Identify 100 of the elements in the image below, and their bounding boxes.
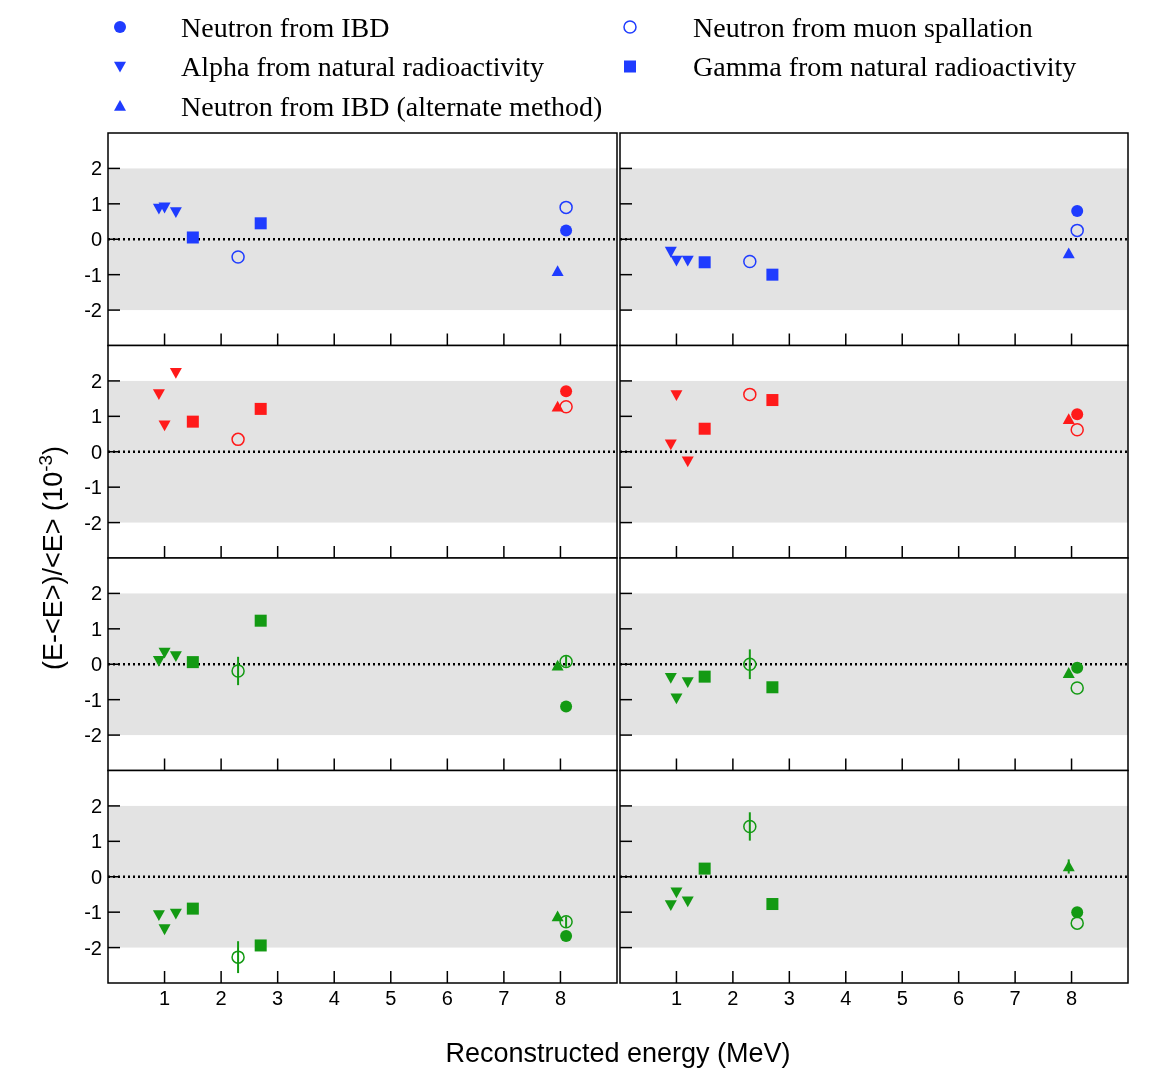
point — [1062, 413, 1075, 424]
y-tick-label: -1 — [84, 688, 102, 711]
point — [560, 385, 573, 398]
point — [1071, 906, 1084, 919]
point — [169, 908, 182, 920]
legend-label: Neutron from muon spallation — [693, 11, 1033, 43]
x-tick-label: 3 — [272, 987, 284, 1009]
point — [231, 250, 245, 264]
point — [670, 887, 683, 899]
point — [664, 439, 677, 451]
point — [681, 896, 694, 908]
x-tick-label: 2 — [215, 987, 227, 1009]
x-axis-title: Reconstructed energy (MeV) — [445, 1038, 791, 1068]
point — [254, 217, 267, 230]
point — [559, 400, 573, 414]
point — [152, 389, 165, 401]
y-tick-label: 1 — [90, 192, 102, 215]
point — [551, 265, 564, 276]
point — [766, 898, 779, 911]
y-tick-label: -1 — [84, 476, 102, 499]
point — [743, 254, 757, 269]
x-tick-label: 6 — [953, 987, 965, 1009]
point — [559, 654, 573, 669]
point — [186, 231, 199, 244]
point — [169, 207, 182, 218]
legend-label: Neutron from IBD (alternate method) — [181, 90, 603, 122]
point — [743, 387, 757, 402]
y-tick-label: 2 — [90, 582, 102, 605]
point — [559, 914, 573, 929]
point — [664, 900, 677, 912]
point — [1062, 667, 1075, 678]
point — [551, 659, 564, 671]
point — [254, 614, 267, 627]
point — [681, 255, 694, 267]
x-tick-label: 8 — [554, 987, 567, 1009]
point — [681, 677, 694, 688]
point — [1062, 247, 1075, 259]
point — [766, 681, 779, 694]
point — [698, 670, 711, 683]
point — [158, 647, 171, 659]
point — [1062, 860, 1075, 872]
x-tick-label: 5 — [385, 987, 397, 1009]
point — [1070, 681, 1084, 695]
point — [559, 200, 573, 215]
point — [186, 902, 199, 915]
point — [1070, 423, 1084, 437]
point — [1070, 223, 1084, 238]
x-tick-label: 1 — [158, 987, 171, 1009]
point — [231, 664, 245, 678]
y-tick-label: -1 — [84, 901, 102, 924]
y-tick-label: 2 — [90, 794, 102, 817]
point — [152, 655, 165, 667]
point — [560, 224, 573, 237]
legend-label: Neutron from IBD — [181, 11, 390, 43]
point — [1071, 661, 1084, 674]
x-tick-label: 4 — [328, 987, 340, 1009]
point — [664, 246, 677, 258]
point — [158, 420, 171, 432]
point — [766, 394, 779, 407]
point — [698, 422, 711, 435]
point — [1071, 408, 1084, 421]
point — [743, 657, 757, 671]
point — [1070, 916, 1084, 930]
x-tick-label: 4 — [840, 987, 852, 1009]
point — [254, 939, 267, 952]
x-tick-label: 7 — [498, 987, 510, 1009]
y-tick-label: 0 — [90, 228, 102, 251]
point — [186, 415, 199, 428]
point — [670, 255, 683, 267]
y-tick-label: -1 — [84, 263, 102, 286]
y-tick-label: -2 — [84, 936, 102, 959]
y-tick-label: 0 — [90, 865, 102, 888]
point — [254, 402, 267, 415]
point — [158, 924, 171, 936]
point — [560, 700, 573, 713]
point — [551, 400, 564, 412]
point — [551, 910, 564, 922]
point — [670, 693, 683, 705]
x-tick-label: 3 — [783, 987, 795, 1009]
point — [1071, 204, 1084, 217]
point — [743, 819, 757, 834]
y-tick-label: 1 — [90, 830, 102, 853]
point — [560, 929, 573, 942]
point — [169, 367, 182, 379]
y-tick-label: -2 — [84, 724, 102, 747]
x-tick-label: 1 — [670, 987, 683, 1009]
x-tick-label: 2 — [727, 987, 739, 1009]
x-tick-label: 7 — [1009, 987, 1021, 1009]
y-tick-label: -2 — [84, 299, 102, 322]
point — [681, 456, 694, 468]
point — [766, 268, 779, 281]
point — [158, 202, 171, 214]
point — [169, 651, 182, 663]
point — [231, 950, 245, 964]
point — [231, 432, 245, 447]
x-tick-label: 5 — [896, 987, 908, 1009]
y-tick-label: 0 — [90, 440, 102, 463]
legend-label: Alpha from natural radioactivity — [181, 51, 545, 83]
y-tick-label: -2 — [84, 511, 102, 534]
y-tick-label: 0 — [90, 653, 102, 676]
